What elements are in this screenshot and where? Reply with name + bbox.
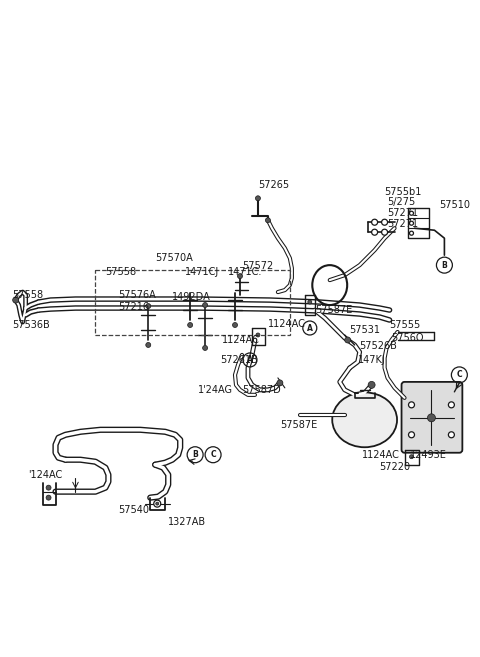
- Circle shape: [188, 323, 192, 327]
- Circle shape: [382, 229, 387, 235]
- Text: 1471CJ: 1471CJ: [185, 267, 219, 277]
- Text: 57587D: 57587D: [242, 385, 281, 395]
- Circle shape: [408, 432, 415, 438]
- Text: 57587E: 57587E: [315, 305, 352, 315]
- Circle shape: [12, 297, 19, 303]
- Text: 57265: 57265: [258, 180, 289, 191]
- Text: 5/275: 5/275: [387, 197, 416, 207]
- Circle shape: [265, 217, 270, 223]
- Text: C: C: [456, 371, 462, 379]
- Text: 1471C.: 1471C.: [228, 267, 263, 277]
- Text: A: A: [307, 323, 313, 332]
- Circle shape: [146, 342, 151, 348]
- Circle shape: [448, 432, 455, 438]
- Circle shape: [409, 221, 413, 225]
- Text: 57576A: 57576A: [119, 290, 156, 300]
- Text: 57570A: 57570A: [155, 253, 193, 263]
- Circle shape: [146, 304, 151, 309]
- Circle shape: [203, 346, 207, 350]
- Text: 57216: 57216: [119, 302, 149, 312]
- Circle shape: [277, 380, 283, 386]
- Circle shape: [345, 337, 351, 343]
- Circle shape: [154, 500, 161, 507]
- Circle shape: [203, 303, 207, 307]
- Ellipse shape: [332, 392, 397, 447]
- Circle shape: [238, 273, 242, 279]
- Text: 5755b1: 5755b1: [384, 187, 422, 197]
- Circle shape: [372, 219, 378, 225]
- Circle shape: [428, 414, 435, 422]
- Circle shape: [368, 381, 375, 388]
- Circle shape: [409, 455, 413, 459]
- Text: 57510: 57510: [439, 200, 470, 210]
- Text: 57540: 57540: [119, 505, 149, 514]
- Text: 57536B: 57536B: [12, 320, 50, 330]
- Text: 57271: 57271: [387, 219, 419, 229]
- Text: 57526B: 57526B: [360, 341, 397, 351]
- Text: 57271: 57271: [387, 208, 419, 218]
- Circle shape: [46, 495, 51, 500]
- FancyBboxPatch shape: [402, 382, 462, 453]
- Text: B: B: [442, 261, 447, 269]
- Circle shape: [372, 229, 378, 235]
- Circle shape: [256, 333, 260, 337]
- Text: 57531: 57531: [350, 325, 381, 335]
- Text: 1492DA: 1492DA: [172, 292, 211, 302]
- Circle shape: [448, 402, 455, 408]
- Circle shape: [409, 212, 413, 215]
- Text: 1124AC: 1124AC: [268, 319, 306, 329]
- Text: 1124AC: 1124AC: [361, 450, 399, 460]
- Circle shape: [156, 502, 159, 505]
- Text: 57558: 57558: [12, 290, 44, 300]
- Text: 57587E: 57587E: [280, 420, 317, 430]
- Circle shape: [408, 402, 415, 408]
- Circle shape: [308, 300, 312, 304]
- Text: 57220: 57220: [380, 462, 411, 472]
- Circle shape: [232, 323, 238, 327]
- Text: 147KJ: 147KJ: [358, 355, 385, 365]
- Circle shape: [382, 219, 387, 225]
- Text: B: B: [192, 450, 198, 459]
- Text: 12493E: 12493E: [409, 450, 446, 460]
- Circle shape: [409, 231, 413, 235]
- Circle shape: [255, 196, 261, 201]
- Text: C: C: [210, 450, 216, 459]
- Text: 1'24AG: 1'24AG: [198, 385, 233, 395]
- Text: 1327AB: 1327AB: [168, 516, 206, 527]
- Text: A: A: [247, 355, 253, 365]
- Text: '124AC: '124AC: [29, 470, 63, 480]
- Bar: [96, 270, 290, 335]
- Text: 1124AC: 1124AC: [222, 335, 260, 345]
- Text: 57261B: 57261B: [220, 355, 258, 365]
- Text: 57558: 57558: [106, 267, 136, 277]
- Circle shape: [46, 485, 51, 490]
- Text: 57555: 57555: [390, 320, 421, 330]
- Text: 5756O: 5756O: [392, 333, 424, 343]
- Text: 57572: 57572: [242, 261, 273, 271]
